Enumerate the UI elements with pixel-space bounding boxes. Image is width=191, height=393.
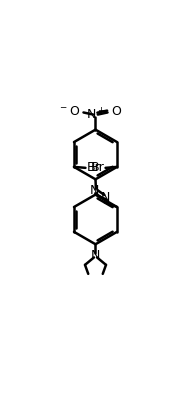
Text: $^-$O: $^-$O: [58, 105, 80, 118]
Text: N: N: [91, 249, 100, 262]
Text: N: N: [100, 191, 110, 204]
Text: $\mathregular{N^+}$: $\mathregular{N^+}$: [86, 108, 105, 123]
Text: O: O: [111, 105, 121, 118]
Text: Br: Br: [91, 162, 105, 174]
Text: Br: Br: [86, 162, 100, 174]
Text: N: N: [90, 184, 99, 197]
